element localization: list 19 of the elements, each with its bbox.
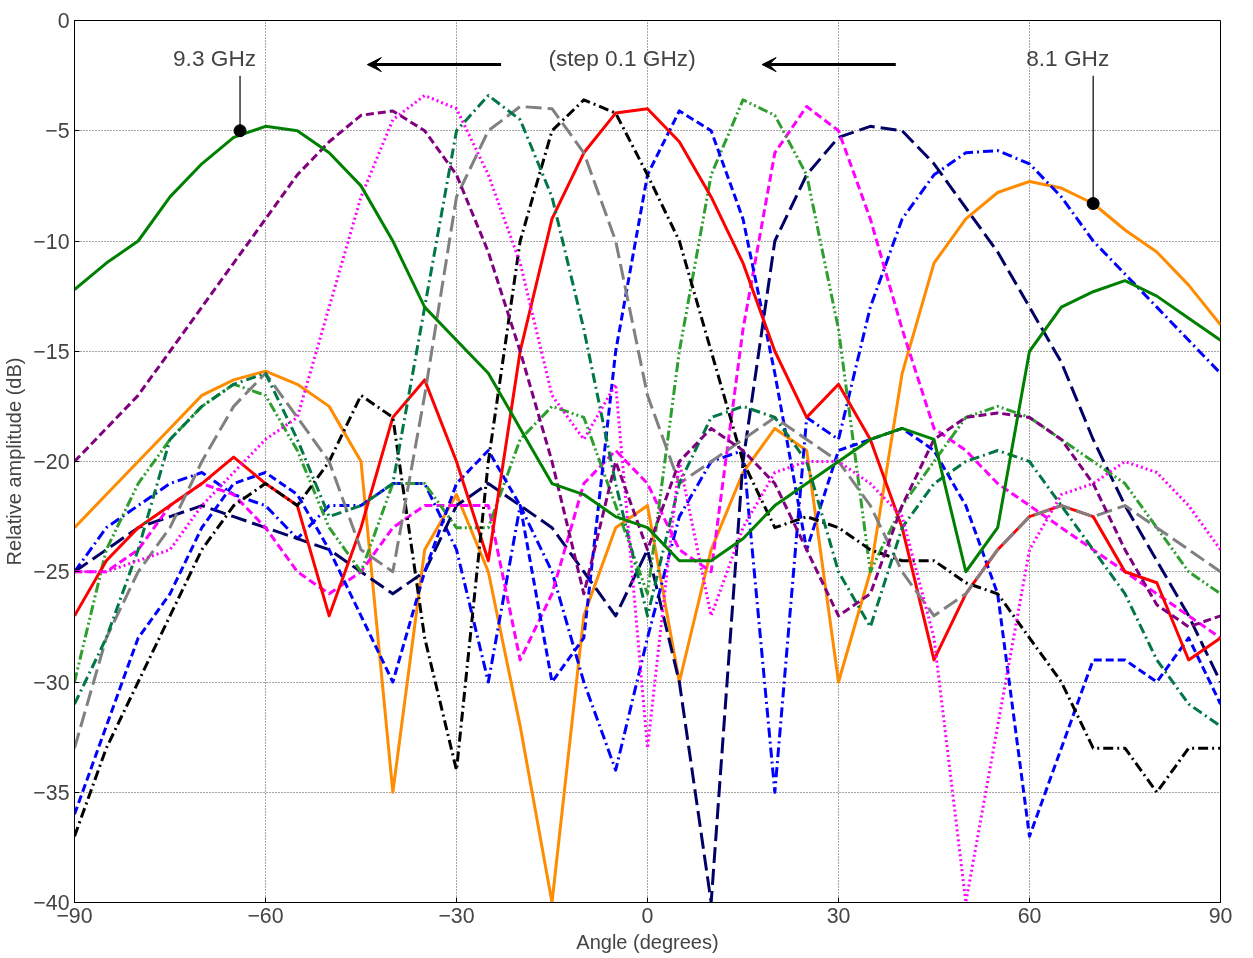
y-tick-label: 0 <box>57 9 70 33</box>
x-tick-label: −30 <box>438 903 475 928</box>
x-tick-label: 0 <box>641 903 654 928</box>
y-tick-label: −25 <box>33 560 70 585</box>
x-tick-label: 90 <box>1208 903 1233 928</box>
y-tick-label: −35 <box>33 780 70 805</box>
y-tick-label: −10 <box>33 229 70 254</box>
annotation: (step 0.1 GHz) <box>548 44 696 71</box>
x-axis-title: Angle (degrees) <box>576 930 719 953</box>
y-tick-label: −30 <box>33 670 70 695</box>
annotation: 8.1 GHz <box>1026 44 1110 71</box>
y-tick-label: −15 <box>33 339 70 364</box>
y-tick-label: −20 <box>33 450 70 474</box>
y-axis-title: Relative amplitude (dB) <box>3 357 26 566</box>
x-tick-label: −60 <box>247 903 284 928</box>
y-tick-label: −5 <box>45 119 70 144</box>
x-tick-label: 30 <box>826 903 851 928</box>
x-tick-label: 60 <box>1017 903 1042 928</box>
annotation: 9.3 GHz <box>173 44 257 71</box>
